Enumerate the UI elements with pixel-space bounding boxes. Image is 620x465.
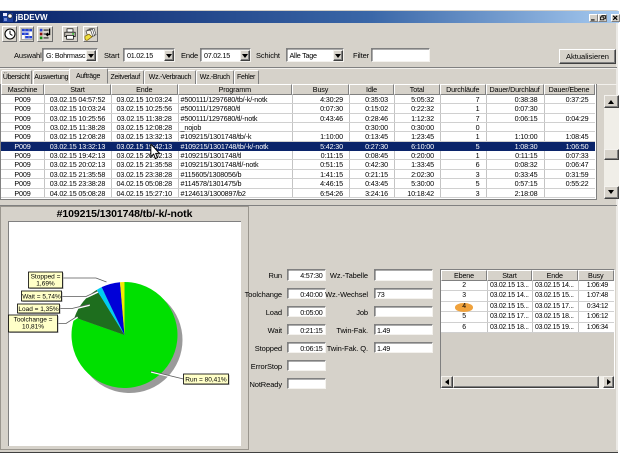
svg-text:10,81%: 10,81%: [21, 324, 43, 331]
svg-text:Run = 80,41%: Run = 80,41%: [185, 376, 227, 383]
svg-text:Toolchange =: Toolchange =: [13, 317, 52, 324]
svg-text:Wait = 5,74%: Wait = 5,74%: [22, 293, 61, 300]
svg-text:Load = 1,35%: Load = 1,35%: [18, 306, 59, 313]
svg-text:Stopped =: Stopped =: [30, 274, 60, 281]
svg-text:1,69%: 1,69%: [36, 281, 55, 288]
